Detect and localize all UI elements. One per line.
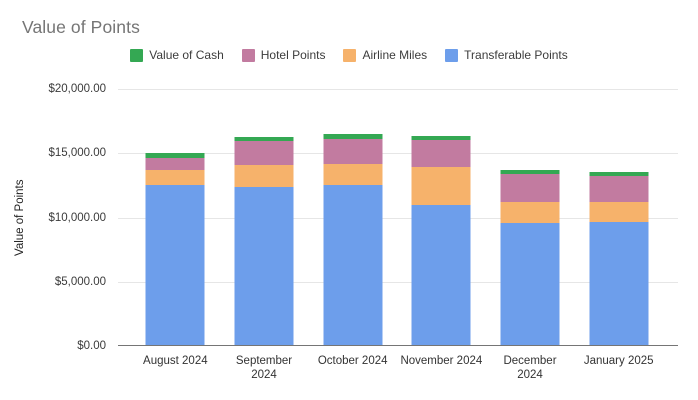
bar-december-2024 bbox=[500, 89, 560, 346]
y-axis-tick-label: $5,000.00 bbox=[54, 275, 106, 288]
x-axis-label: January 2025 bbox=[583, 355, 654, 367]
bar-september-2024 bbox=[234, 89, 294, 346]
gridline bbox=[118, 281, 678, 283]
bar-slot bbox=[397, 89, 486, 346]
bar-segment-airline-miles[interactable] bbox=[145, 169, 205, 186]
legend-swatch-icon bbox=[130, 48, 144, 62]
bar-segment-transferable-points[interactable] bbox=[323, 185, 383, 346]
bar-january-2025 bbox=[589, 89, 649, 346]
bar-segment-transferable-points[interactable] bbox=[589, 222, 649, 346]
bar-august-2024 bbox=[145, 89, 205, 346]
x-axis-label: December 2024 bbox=[503, 355, 557, 381]
legend-swatch-icon bbox=[445, 48, 459, 62]
x-axis-line bbox=[118, 345, 678, 346]
y-axis-tick-labels: $20,000.00 $15,000.00 $10,000.00 $5,000.00 $… bbox=[0, 83, 106, 352]
bars-group bbox=[131, 89, 663, 346]
bar-segment-airline-miles[interactable] bbox=[589, 202, 649, 222]
bar-slot bbox=[574, 89, 663, 346]
bar-segment-hotel-points[interactable] bbox=[589, 175, 649, 203]
x-axis-label: August 2024 bbox=[143, 355, 208, 367]
bar-segment-value-of-cash[interactable] bbox=[589, 172, 649, 176]
bar-segment-transferable-points[interactable] bbox=[411, 204, 471, 346]
bar-slot bbox=[486, 89, 575, 346]
legend-label: Airline Miles bbox=[362, 48, 428, 62]
bar-segment-value-of-cash[interactable] bbox=[234, 136, 294, 142]
gridline bbox=[118, 217, 678, 219]
x-axis-label: October 2024 bbox=[317, 355, 388, 367]
bar-segment-airline-miles[interactable] bbox=[500, 201, 560, 223]
bar-slot bbox=[220, 89, 309, 346]
bar-segment-value-of-cash[interactable] bbox=[145, 152, 205, 158]
bar-segment-hotel-points[interactable] bbox=[500, 174, 560, 202]
x-axis-label: November 2024 bbox=[400, 355, 483, 367]
y-axis-tick-label: $0.00 bbox=[77, 340, 106, 352]
bar-segment-hotel-points[interactable] bbox=[323, 139, 383, 164]
gridline bbox=[118, 153, 678, 155]
legend-item-airline-miles[interactable]: Airline Miles bbox=[343, 48, 427, 62]
legend: Value of Cash Hotel Points Airline Miles Tr… bbox=[0, 48, 698, 62]
legend-item-transferable-points[interactable]: Transferable Points bbox=[445, 48, 568, 62]
bar-segment-transferable-points[interactable] bbox=[145, 185, 205, 346]
plot-area bbox=[118, 89, 678, 346]
gridline bbox=[118, 89, 678, 90]
legend-swatch-icon bbox=[241, 48, 255, 62]
bar-segment-airline-miles[interactable] bbox=[411, 167, 471, 205]
bar-october-2024 bbox=[323, 89, 383, 346]
y-axis-tick-label: $20,000.00 bbox=[48, 83, 106, 95]
bar-segment-airline-miles[interactable] bbox=[234, 165, 294, 188]
bar-segment-airline-miles[interactable] bbox=[323, 163, 383, 186]
legend-swatch-icon bbox=[343, 48, 357, 62]
y-axis-tick-label: $10,000.00 bbox=[48, 211, 106, 224]
y-axis-tick-label: $15,000.00 bbox=[48, 147, 106, 160]
bar-segment-value-of-cash[interactable] bbox=[323, 134, 383, 140]
legend-label: Transferable Points bbox=[464, 48, 568, 62]
bar-segment-hotel-points[interactable] bbox=[234, 141, 294, 166]
bar-segment-value-of-cash[interactable] bbox=[411, 135, 471, 140]
legend-item-hotel-points[interactable]: Hotel Points bbox=[241, 48, 326, 62]
bar-slot bbox=[131, 89, 220, 346]
bar-segment-hotel-points[interactable] bbox=[411, 139, 471, 168]
chart-title: Value of Points bbox=[22, 17, 140, 37]
x-axis-label: September 2024 bbox=[235, 355, 293, 381]
legend-label: Hotel Points bbox=[260, 48, 326, 62]
x-axis-labels: August 2024 September 2024 October 2024 Nov… bbox=[131, 354, 663, 382]
bar-slot bbox=[308, 89, 397, 346]
bar-segment-transferable-points[interactable] bbox=[500, 222, 560, 346]
bar-segment-value-of-cash[interactable] bbox=[500, 169, 560, 175]
bar-segment-hotel-points[interactable] bbox=[145, 157, 205, 170]
bar-segment-transferable-points[interactable] bbox=[234, 187, 294, 346]
bar-november-2024 bbox=[411, 89, 471, 346]
legend-label: Value of Cash bbox=[149, 48, 224, 62]
legend-item-value-of-cash[interactable]: Value of Cash bbox=[130, 48, 224, 62]
